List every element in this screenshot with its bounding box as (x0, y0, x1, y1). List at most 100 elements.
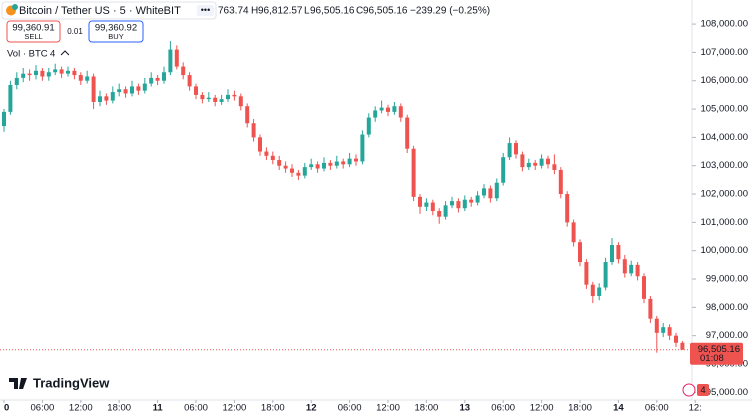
candle-body (584, 262, 589, 285)
y-tick-label: 98,000.00 (706, 302, 748, 313)
x-tick-label: 06:00 (338, 403, 362, 414)
candle-body (315, 164, 320, 169)
collapse-icon[interactable] (60, 50, 70, 56)
candle-body (571, 222, 576, 243)
buy-button[interactable] (88, 20, 144, 43)
candle-body (162, 72, 166, 81)
candle-body (616, 245, 621, 260)
x-tick-label: 18:00 (568, 403, 592, 414)
candle-body (392, 106, 397, 112)
x-tick-label: 12:00 (530, 403, 554, 414)
more-button[interactable] (197, 5, 214, 16)
candle-body (418, 196, 422, 207)
candle-body (91, 76, 96, 102)
candle-body (14, 77, 19, 85)
candle-body (85, 76, 90, 81)
change: −239.29 (−0.25%) (410, 6, 490, 17)
candle-body (622, 259, 627, 274)
candle-body (456, 201, 461, 209)
candle-body (21, 73, 26, 78)
y-tick-label: 108,000.00 (700, 19, 748, 30)
brand: TradingView (33, 375, 110, 390)
candle-body (379, 107, 384, 111)
candle-body (539, 158, 544, 166)
candle-body (578, 242, 582, 263)
candle-body (667, 327, 672, 336)
symbol-box[interactable] (1, 1, 217, 20)
candle-body (174, 49, 179, 67)
candle-body (302, 167, 307, 176)
y-tick-label: 97,000.00 (706, 330, 748, 341)
candle-body (232, 94, 237, 97)
candle-body (533, 162, 538, 166)
candle-body (34, 70, 38, 76)
candle-body (494, 182, 499, 199)
candle-body (430, 202, 435, 212)
candle-body (680, 342, 685, 350)
candle-body (206, 97, 211, 100)
candle-body (142, 83, 147, 91)
candle-body (40, 70, 45, 77)
x-tick-label: 18:00 (261, 403, 285, 414)
candle-body (405, 117, 410, 149)
candle-body (610, 245, 614, 263)
spread: 0.01 (67, 27, 83, 36)
candle-body (443, 205, 448, 217)
alert-icon (682, 383, 696, 397)
candle-body (264, 151, 269, 156)
high-key: H (251, 6, 258, 17)
y-tick-label: 106,000.00 (700, 75, 748, 86)
candle-body (526, 162, 531, 168)
buy-price: 99,360.92 (95, 23, 137, 34)
y-tick-label: 103,000.00 (700, 160, 748, 171)
candle-body (181, 66, 186, 76)
candle-body (270, 155, 275, 161)
candle-body (597, 287, 602, 297)
candle-body (360, 134, 365, 162)
brand-logo (9, 378, 27, 389)
candle-body (507, 143, 512, 158)
candle-body (194, 86, 198, 95)
candle-body (2, 111, 6, 127)
candle-body (334, 161, 339, 166)
last-price-tag (690, 342, 743, 365)
candle-body (98, 96, 102, 102)
candle-body (251, 123, 256, 138)
candle-body (603, 262, 608, 288)
candle-body (462, 199, 467, 209)
candle-body (437, 211, 442, 217)
volume-legend: Vol · BTC (7, 49, 48, 60)
candle-body (488, 188, 493, 199)
candle-body (501, 157, 506, 183)
candle-body (309, 164, 314, 168)
x-tick-label: 13 (460, 403, 471, 414)
close-value: 96,505.16 (363, 6, 408, 17)
candle-body (629, 264, 634, 274)
y-tick-label: 95,000.00 (706, 387, 748, 398)
candle-body (661, 327, 666, 333)
x-tick-label: 06:00 (184, 403, 208, 414)
sell-button[interactable] (6, 20, 61, 43)
candle-body (648, 298, 653, 319)
y-tick-label: 104,000.00 (700, 132, 748, 143)
y-tick-label: 100,000.00 (700, 245, 748, 256)
candle-body (546, 158, 550, 165)
x-tick-label: 11 (153, 403, 164, 414)
y-tick-label: 101,000.00 (700, 217, 748, 228)
candle-body (104, 96, 109, 101)
candle-body (136, 86, 141, 91)
candle-body (290, 168, 294, 173)
x-tick-label: 18:00 (415, 403, 439, 414)
sell-label: SELL (24, 32, 42, 41)
candle-body (72, 70, 77, 76)
candle-body (450, 201, 454, 206)
candle-body (354, 158, 358, 162)
candle-body (552, 164, 557, 170)
candle-body (514, 143, 518, 155)
low-key: L (304, 6, 310, 17)
candle-body (642, 276, 646, 299)
candle-body (149, 77, 154, 84)
symbol-icon (12, 4, 18, 10)
